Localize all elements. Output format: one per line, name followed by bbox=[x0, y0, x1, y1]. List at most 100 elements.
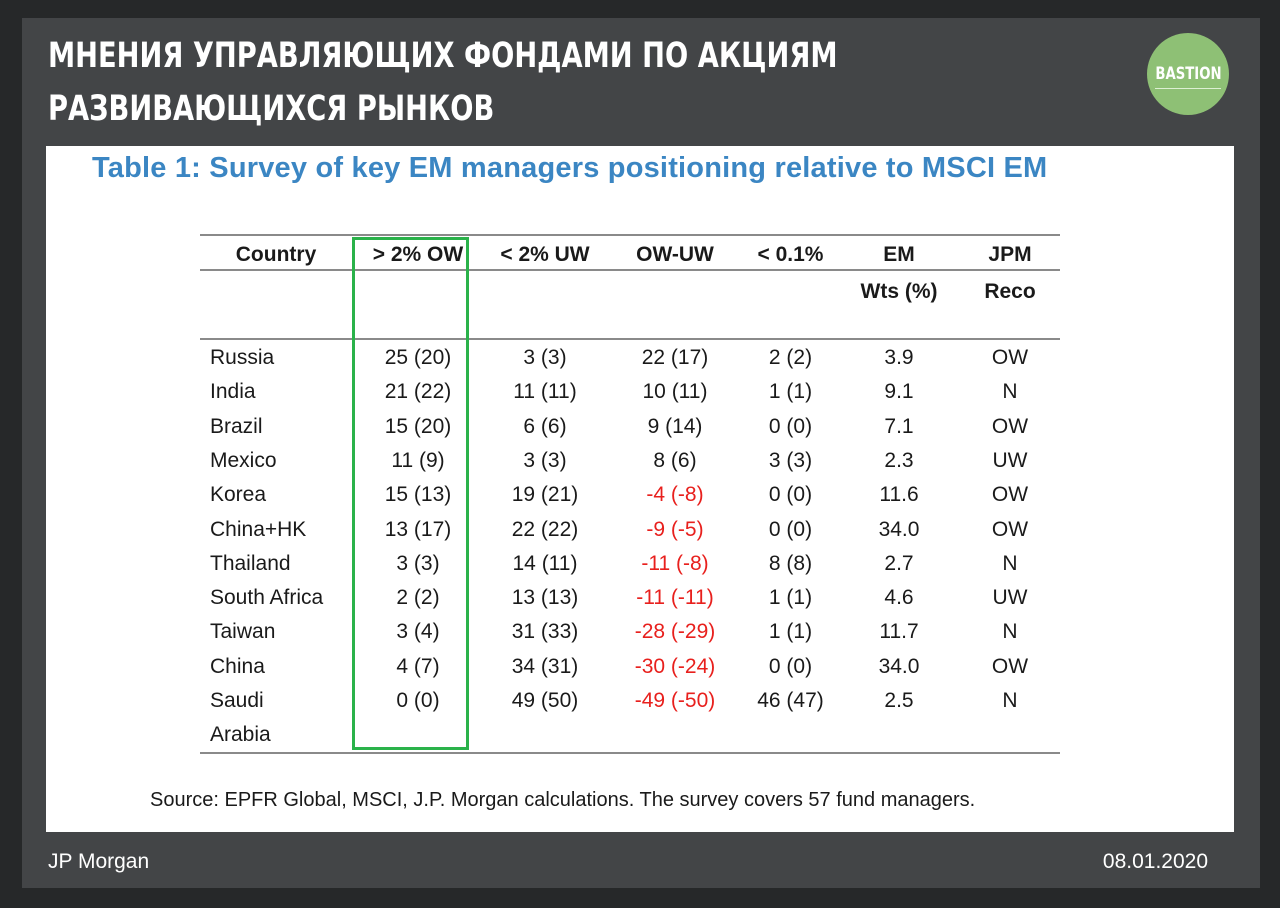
value-cell: -9 (-5) bbox=[646, 517, 704, 541]
table-row: Korea 15 (13) 19 (21) -4 (-8) 0 (0) 11.6 OW bbox=[200, 478, 1060, 512]
value-cell: 0 (0) bbox=[768, 483, 813, 507]
value-cell: 9.1 bbox=[884, 380, 914, 404]
header-cell: < 2% UW bbox=[500, 243, 590, 266]
source-note: Source: EPFR Global, MSCI, J.P. Morgan c… bbox=[150, 789, 976, 811]
country-cell: Russia bbox=[210, 346, 275, 369]
value-cell: 2 (2) bbox=[768, 346, 813, 369]
value-cell: 4 (7) bbox=[396, 654, 440, 678]
country-cell: China+HK bbox=[210, 517, 307, 541]
header-cell-line2: Reco bbox=[984, 280, 1036, 303]
ow-column-highlight bbox=[352, 237, 469, 750]
value-cell: 1 (1) bbox=[768, 620, 813, 644]
value-cell: 49 (50) bbox=[511, 689, 579, 712]
value-cell: OW bbox=[991, 517, 1029, 541]
table-row: China 4 (7) 34 (31) -30 (-24) 0 (0) 34.0 OW bbox=[200, 650, 1060, 684]
value-cell: 3 (3) bbox=[396, 551, 440, 575]
value-cell: 13 (17) bbox=[384, 517, 452, 541]
table-top-rule bbox=[200, 234, 1060, 236]
value-cell: 3.9 bbox=[884, 346, 914, 369]
bastion-logo: BASTION bbox=[1147, 33, 1229, 115]
value-cell: 0 (0) bbox=[768, 517, 813, 541]
value-cell: OW bbox=[991, 483, 1029, 507]
header-cell: Country bbox=[235, 243, 317, 266]
value-cell: 2.5 bbox=[884, 689, 914, 712]
value-cell: 0 (0) bbox=[768, 654, 813, 678]
table-row: South Africa 2 (2) 13 (13) -11 (-11) 1 (1) 4.… bbox=[200, 581, 1060, 615]
table-bottom-rule bbox=[200, 752, 1060, 754]
country-cell: China bbox=[210, 654, 265, 678]
header-cell: > 2% OW bbox=[372, 243, 464, 266]
country-cell: Saudi bbox=[210, 689, 264, 712]
value-cell: 3 (3) bbox=[523, 346, 567, 369]
value-cell: 46 (47) bbox=[757, 689, 824, 712]
table-row: Russia 25 (20) 3 (3) 22 (17) 2 (2) 3.9 OW bbox=[200, 341, 1060, 375]
slide-heading: Мнения управляющих фондами по акциям раз… bbox=[48, 30, 838, 136]
header-cell: EM bbox=[883, 243, 915, 266]
value-cell: 15 (13) bbox=[384, 483, 452, 507]
header-cell: JPM bbox=[988, 243, 1032, 266]
value-cell: 31 (33) bbox=[511, 620, 579, 644]
value-cell: 8 (6) bbox=[653, 448, 697, 472]
country-cell: Thailand bbox=[210, 551, 291, 575]
value-cell: 7.1 bbox=[884, 414, 914, 438]
value-cell: 34.0 bbox=[878, 654, 920, 678]
value-cell: 22 (22) bbox=[511, 517, 579, 541]
country-cell: Taiwan bbox=[210, 620, 276, 644]
header-cell-line2: Wts (%) bbox=[860, 280, 938, 303]
header-rule bbox=[200, 269, 1060, 271]
value-cell: 15 (20) bbox=[384, 414, 452, 438]
country-cell: Korea bbox=[210, 483, 267, 507]
header-cell: < 0.1% bbox=[757, 243, 824, 266]
value-cell: 0 (0) bbox=[396, 689, 440, 712]
logo-text: BASTION bbox=[1154, 64, 1222, 84]
table-row: Mexico 11 (9) 3 (3) 8 (6) 3 (3) 2.3 UW bbox=[200, 444, 1060, 478]
value-cell: 3 (3) bbox=[768, 448, 813, 472]
value-cell: N bbox=[1002, 620, 1018, 644]
value-cell: 11.6 bbox=[879, 483, 919, 507]
value-cell: 34.0 bbox=[878, 517, 920, 541]
slide-frame: Мнения управляющих фондами по акциям раз… bbox=[22, 18, 1260, 888]
value-cell: 10 (11) bbox=[642, 380, 708, 404]
value-cell: 6 (6) bbox=[523, 414, 567, 438]
value-cell: 22 (17) bbox=[641, 346, 709, 369]
value-cell: OW bbox=[991, 654, 1029, 678]
table-row: Saudi 0 (0) 49 (50) -49 (-50) 46 (47) 2.5 N bbox=[200, 684, 1060, 718]
value-cell: N bbox=[1002, 689, 1018, 712]
value-cell: UW bbox=[992, 448, 1028, 472]
slide-heading-line2: развивающихся рынков bbox=[48, 89, 495, 129]
value-cell: -49 (-50) bbox=[634, 689, 716, 712]
value-cell: 1 (1) bbox=[768, 380, 813, 404]
value-cell: 11 (11) bbox=[513, 380, 577, 404]
slide-heading-line1: Мнения управляющих фондами по акциям bbox=[48, 36, 838, 76]
value-cell: 9 (14) bbox=[647, 414, 703, 438]
value-cell: -11 (-11) bbox=[636, 586, 714, 610]
value-cell: OW bbox=[991, 346, 1029, 369]
table-row: China+HK 13 (17) 22 (22) -9 (-5) 0 (0) 34.0 OW bbox=[200, 513, 1060, 547]
footer-source-label: JP Morgan bbox=[48, 850, 150, 873]
value-cell: OW bbox=[991, 414, 1029, 438]
table-row: Taiwan 3 (4) 31 (33) -28 (-29) 1 (1) 11.7 N bbox=[200, 615, 1060, 649]
table-row: India 21 (22) 11 (11) 10 (11) 1 (1) 9.1 N bbox=[200, 375, 1060, 409]
value-cell: 4.6 bbox=[884, 586, 914, 610]
value-cell: 21 (22) bbox=[384, 380, 452, 404]
table-row-continuation: Arabia bbox=[200, 718, 1060, 752]
value-cell: 11 (9) bbox=[391, 448, 445, 472]
country-cell: South Africa bbox=[210, 586, 324, 610]
value-cell: 13 (13) bbox=[511, 586, 579, 610]
country-cell: Mexico bbox=[210, 448, 277, 472]
value-cell: 2.3 bbox=[884, 448, 914, 472]
table-row: Thailand 3 (3) 14 (11) -11 (-8) 8 (8) 2.7 N bbox=[200, 547, 1060, 581]
table-row: Brazil 15 (20) 6 (6) 9 (14) 0 (0) 7.1 OW bbox=[200, 410, 1060, 444]
footer-date: 08.01.2020 bbox=[1102, 850, 1208, 873]
header-cell: OW-UW bbox=[636, 243, 714, 266]
country-cell: Arabia bbox=[210, 723, 271, 747]
value-cell: 34 (31) bbox=[511, 654, 579, 678]
value-cell: 2.7 bbox=[884, 551, 914, 575]
value-cell: 3 (3) bbox=[523, 448, 567, 472]
value-cell: 0 (0) bbox=[768, 414, 813, 438]
table-panel: Table 1: Survey of key EM managers posit… bbox=[46, 146, 1234, 832]
value-cell: -11 (-8) bbox=[641, 551, 709, 575]
value-cell: UW bbox=[992, 586, 1028, 610]
value-cell: N bbox=[1002, 380, 1018, 404]
country-cell: Brazil bbox=[210, 414, 263, 438]
